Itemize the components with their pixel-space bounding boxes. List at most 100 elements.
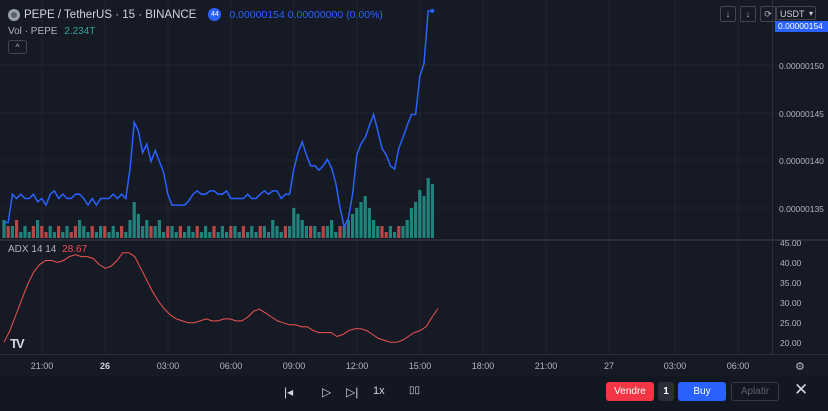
volume-bar bbox=[90, 226, 94, 238]
arrow-down-icon[interactable]: ↓ bbox=[740, 6, 756, 22]
price-pane[interactable] bbox=[0, 0, 772, 240]
volume-bar bbox=[384, 232, 388, 238]
volume-bar bbox=[65, 226, 69, 238]
currency-select[interactable]: USDT bbox=[776, 6, 816, 21]
adx-tick: 30.00 bbox=[780, 298, 802, 308]
step-forward-icon[interactable]: ▷| bbox=[346, 385, 359, 399]
volume-bar bbox=[304, 226, 308, 238]
time-tick: 26 bbox=[99, 361, 111, 371]
refresh-icon[interactable]: ⟳ bbox=[760, 6, 776, 22]
volume-bar bbox=[409, 208, 413, 238]
flag-icon[interactable]: 44 bbox=[208, 8, 222, 21]
volume-bar bbox=[372, 220, 376, 238]
volume-bar bbox=[187, 226, 191, 238]
volume-bar bbox=[111, 226, 115, 238]
volume-bar bbox=[262, 226, 266, 238]
last-price-dot bbox=[430, 8, 435, 13]
volume-bar bbox=[422, 196, 426, 238]
coin-icon bbox=[8, 8, 20, 21]
settings-icon[interactable]: ⚙ bbox=[795, 361, 805, 373]
pane-tools: ↓ ↓ ⟳ bbox=[720, 6, 776, 22]
ohlc-values: 0.00000154 0.00000000 (0.00%) bbox=[229, 8, 383, 21]
volume-bar bbox=[10, 226, 14, 238]
volume-bar bbox=[57, 226, 61, 238]
volume-bar bbox=[199, 232, 203, 238]
volume-bar bbox=[330, 220, 334, 238]
symbol-legend: PEPE / TetherUS · 15 · BINANCE 44 0.0000… bbox=[8, 8, 383, 21]
close-icon[interactable]: ✕ bbox=[794, 380, 809, 399]
tradingview-logo[interactable]: TV bbox=[10, 336, 25, 351]
adx-tick: 35.00 bbox=[780, 278, 802, 288]
adx-value: 28.67 bbox=[62, 244, 88, 255]
volume-bar bbox=[166, 226, 170, 238]
volume-bar bbox=[27, 232, 31, 238]
volume-bar bbox=[258, 226, 262, 238]
pane-separator[interactable] bbox=[0, 239, 828, 241]
volume-bar bbox=[359, 202, 363, 238]
adx-legend[interactable]: ADX 14 14 28.67 bbox=[8, 244, 87, 255]
volume-bar bbox=[233, 226, 237, 238]
volume-bar bbox=[208, 232, 212, 238]
flatten-button[interactable]: Aplatir bbox=[731, 382, 779, 401]
volume-bar bbox=[334, 232, 338, 238]
volume-bar bbox=[229, 226, 233, 238]
volume-bar bbox=[338, 226, 342, 238]
volume-bar bbox=[414, 202, 418, 238]
time-tick: 15:00 bbox=[408, 361, 432, 371]
symbol-title[interactable]: PEPE / TetherUS · 15 · BINANCE bbox=[24, 8, 197, 21]
volume-bar bbox=[124, 232, 128, 238]
time-tick: 03:00 bbox=[156, 361, 180, 371]
quantity-field[interactable]: 1 bbox=[658, 382, 674, 401]
time-tick: 18:00 bbox=[471, 361, 495, 371]
volume-bar bbox=[103, 226, 107, 238]
volume-bar bbox=[355, 208, 359, 238]
volume-bar bbox=[212, 226, 216, 238]
volume-bar bbox=[393, 232, 397, 238]
time-tick: 12:00 bbox=[345, 361, 369, 371]
volume-bar bbox=[351, 214, 355, 238]
buy-button[interactable]: Buy bbox=[678, 382, 726, 401]
volume-bar bbox=[241, 226, 245, 238]
volume-bar bbox=[292, 208, 296, 238]
adx-pane[interactable] bbox=[0, 241, 772, 354]
adx-tick: 45.00 bbox=[780, 238, 802, 248]
volume-bar bbox=[418, 190, 422, 238]
volume-bar bbox=[237, 232, 241, 238]
price-tick: 0.00000145 bbox=[779, 109, 824, 119]
stop-icon[interactable]: ▯▯ bbox=[409, 385, 421, 396]
adx-label: ADX 14 14 bbox=[8, 244, 57, 255]
price-line bbox=[4, 10, 433, 230]
volume-bar bbox=[120, 226, 124, 238]
volume-bar bbox=[31, 226, 35, 238]
speed-button[interactable]: 1x bbox=[373, 385, 385, 397]
volume-bar bbox=[115, 232, 119, 238]
volume-bar bbox=[367, 208, 371, 238]
volume-bar bbox=[6, 226, 10, 238]
volume-bar bbox=[157, 220, 161, 238]
collapse-legend-button[interactable]: ^ bbox=[8, 40, 27, 54]
sell-button[interactable]: Vendre bbox=[606, 382, 654, 401]
volume-bar bbox=[69, 232, 73, 238]
volume-bar bbox=[313, 226, 317, 238]
volume-bar bbox=[288, 226, 292, 238]
volume-bar bbox=[275, 226, 279, 238]
volume-bar bbox=[94, 232, 98, 238]
price-axis[interactable] bbox=[772, 0, 828, 354]
adx-grid bbox=[41, 241, 739, 354]
volume-bar bbox=[153, 226, 157, 238]
chart-area[interactable] bbox=[0, 0, 828, 376]
volume-bar bbox=[204, 226, 208, 238]
volume-bar bbox=[23, 226, 27, 238]
volume-bar bbox=[405, 220, 409, 238]
time-axis[interactable] bbox=[0, 354, 828, 377]
volume-bar bbox=[225, 232, 229, 238]
play-icon[interactable]: ▷ bbox=[322, 385, 332, 399]
volume-bar bbox=[162, 232, 166, 238]
volume-bar bbox=[61, 232, 65, 238]
volume-bar bbox=[250, 226, 254, 238]
download-icon[interactable]: ↓ bbox=[720, 6, 736, 22]
volume-bar bbox=[86, 232, 90, 238]
volume-legend[interactable]: Vol · PEPE 2.234T bbox=[8, 26, 95, 37]
volume-bar bbox=[195, 226, 199, 238]
jump-to-icon[interactable]: |◂ bbox=[284, 385, 294, 399]
